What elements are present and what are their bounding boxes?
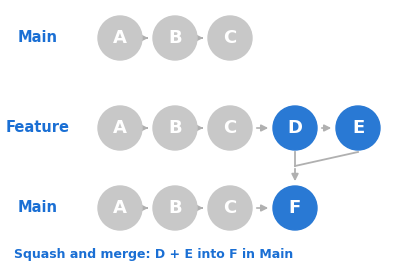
Text: E: E	[352, 119, 364, 137]
Text: A: A	[113, 29, 127, 47]
Text: Main: Main	[18, 31, 58, 45]
Text: Squash and merge: D + E into F in Main: Squash and merge: D + E into F in Main	[14, 248, 293, 261]
Circle shape	[273, 106, 317, 150]
Text: A: A	[113, 199, 127, 217]
Circle shape	[273, 186, 317, 230]
Circle shape	[153, 106, 197, 150]
Circle shape	[153, 186, 197, 230]
Text: C: C	[223, 199, 237, 217]
Text: C: C	[223, 119, 237, 137]
Text: B: B	[168, 29, 182, 47]
Circle shape	[98, 16, 142, 60]
Circle shape	[208, 106, 252, 150]
Text: Main: Main	[18, 200, 58, 215]
Text: F: F	[289, 199, 301, 217]
Text: B: B	[168, 119, 182, 137]
Circle shape	[98, 106, 142, 150]
Text: Feature: Feature	[6, 120, 70, 135]
Circle shape	[98, 186, 142, 230]
Circle shape	[153, 16, 197, 60]
Circle shape	[336, 106, 380, 150]
Circle shape	[208, 16, 252, 60]
Text: D: D	[288, 119, 302, 137]
Circle shape	[208, 186, 252, 230]
Text: A: A	[113, 119, 127, 137]
Text: B: B	[168, 199, 182, 217]
Text: C: C	[223, 29, 237, 47]
